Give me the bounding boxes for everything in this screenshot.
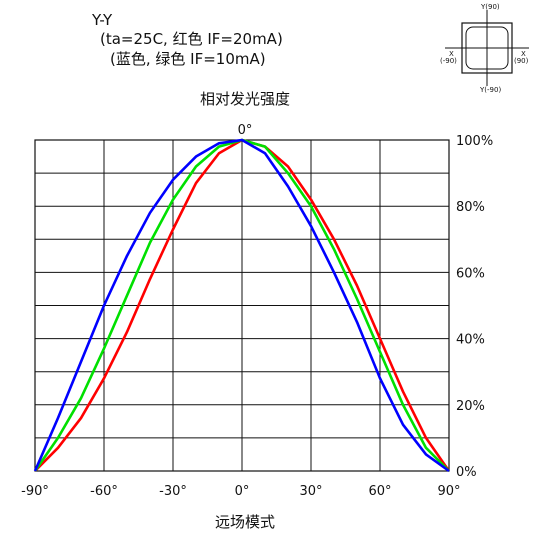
- x-tick-label: 30°: [299, 484, 322, 499]
- diagram-right-x: X: [521, 50, 526, 58]
- y-tick-label: 80%: [456, 200, 485, 215]
- grid: [34, 140, 450, 471]
- diagram-right-deg: (90): [514, 57, 529, 65]
- x-tick-label: 60°: [368, 484, 391, 499]
- series-group: [33, 138, 451, 473]
- y-tick-label: 100%: [456, 134, 493, 149]
- diagram-bottom-label: Y(-90): [479, 86, 501, 94]
- x-tick-label: 0°: [235, 484, 250, 499]
- y-tick-label: 40%: [456, 333, 485, 348]
- x-tick-label: -90°: [21, 484, 49, 499]
- chart-title: 相对发光强度: [200, 90, 290, 108]
- condition-line-3: (蓝色, 绿色 IF=10mA): [110, 50, 266, 68]
- y-tick-label: 20%: [456, 399, 485, 414]
- x-tick-label: 90°: [437, 484, 460, 499]
- y-tick-labels: 0% 20% 40% 60% 80% 100%: [456, 134, 493, 480]
- diagram-left-x: X: [449, 50, 454, 58]
- x-tick-label: -30°: [159, 484, 187, 499]
- series-line-2: [33, 138, 450, 473]
- y-tick-label: 60%: [456, 266, 485, 281]
- condition-line-1: Y-Y: [92, 11, 113, 29]
- x-tick-labels: -90° -60° -30° 0° 30° 60° 90°: [21, 484, 460, 499]
- orientation-diagram: Y(90) Y(-90) X (-90) X (90): [440, 3, 529, 94]
- diagram-left-deg: (-90): [440, 57, 457, 65]
- top-zero-label: 0°: [238, 123, 253, 138]
- x-axis-label: 远场模式: [215, 513, 275, 531]
- y-tick-label: 0%: [456, 465, 477, 480]
- diagram-top-label: Y(90): [480, 3, 500, 11]
- x-tick-label: -60°: [90, 484, 118, 499]
- condition-line-2: (ta=25C, 红色 IF=20mA): [100, 30, 283, 48]
